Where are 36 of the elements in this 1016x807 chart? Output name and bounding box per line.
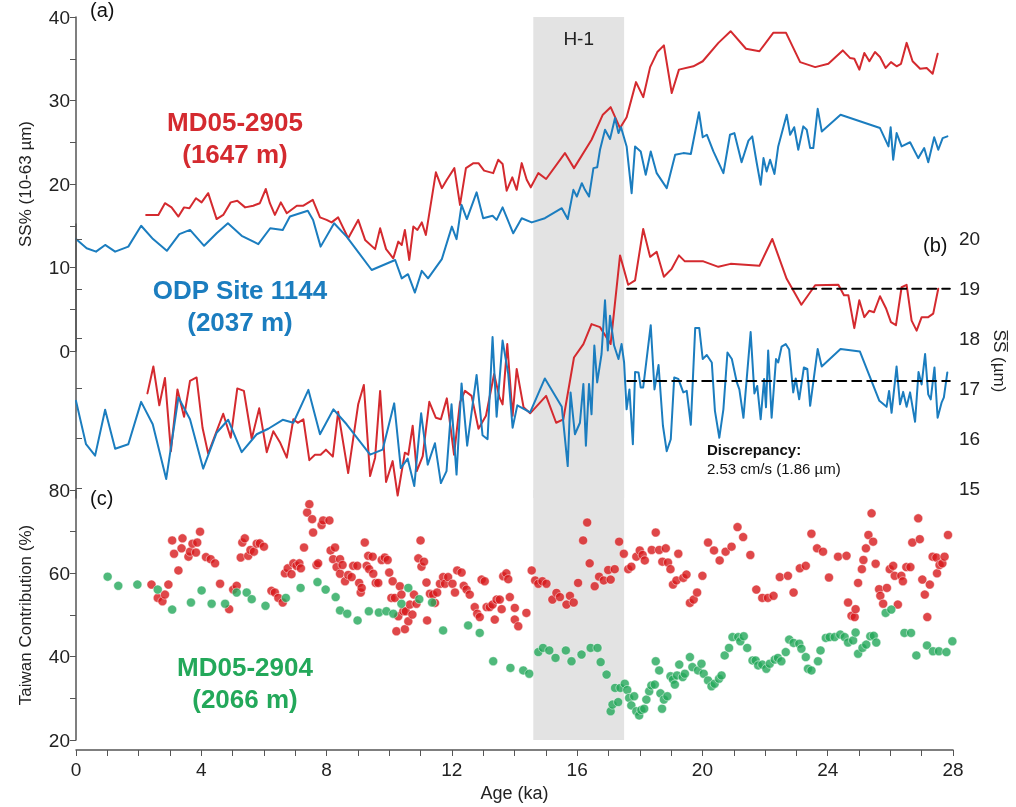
annotation: Discrepancy: [707, 441, 802, 458]
x-tick-label: 28 [942, 759, 964, 780]
line-series [75, 299, 949, 488]
y-axis-title: SS% (10-63 µm) [16, 121, 35, 247]
y-axis-title: S̅S̅ (µm) [990, 329, 1009, 393]
series-label: ODP Site 1144 (2037 m) [152, 275, 328, 337]
y-tick-label: 19 [958, 278, 981, 300]
annotation: (a) [90, 0, 115, 21]
y-tick-label: 10 [48, 257, 70, 278]
y-tick-label: 15 [958, 477, 981, 499]
y-tick-label: 17 [958, 377, 981, 399]
x-tick-label: 8 [321, 759, 332, 780]
y-tick-label: 20 [48, 173, 70, 195]
annotation: (c) [90, 487, 114, 509]
y-tick-label: 20 [48, 729, 70, 751]
x-tick-label: 20 [691, 759, 713, 780]
x-tick-label: 16 [566, 759, 588, 780]
y-axis-title: Taiwan Contribution (%) [16, 524, 35, 706]
y-tick-label: 40 [48, 6, 70, 28]
annotation: (b) [923, 234, 948, 256]
y-tick-label: 18 [958, 328, 981, 350]
band-label: H-1 [563, 28, 595, 49]
x-tick-label: 12 [441, 759, 463, 780]
y-tick-label: 30 [48, 90, 70, 111]
y-tick-label: 0 [59, 340, 70, 362]
x-axis-title: Age (ka) [480, 782, 549, 803]
series-label: MD05-2904 (2066 m) [177, 652, 314, 714]
series-label: MD05-2905 (1647 m) [167, 107, 303, 169]
y-tick-label: 16 [958, 427, 981, 449]
y-tick-label: 60 [48, 562, 70, 584]
y-tick-label: 80 [48, 479, 70, 501]
y-tick-label: 20 [958, 228, 981, 250]
annotation: 2.53 cm/s (1.86 µm) [707, 460, 841, 477]
y-tick-label: 40 [48, 646, 70, 668]
x-tick-label: 4 [196, 759, 207, 780]
x-tick-label: 24 [817, 759, 839, 780]
